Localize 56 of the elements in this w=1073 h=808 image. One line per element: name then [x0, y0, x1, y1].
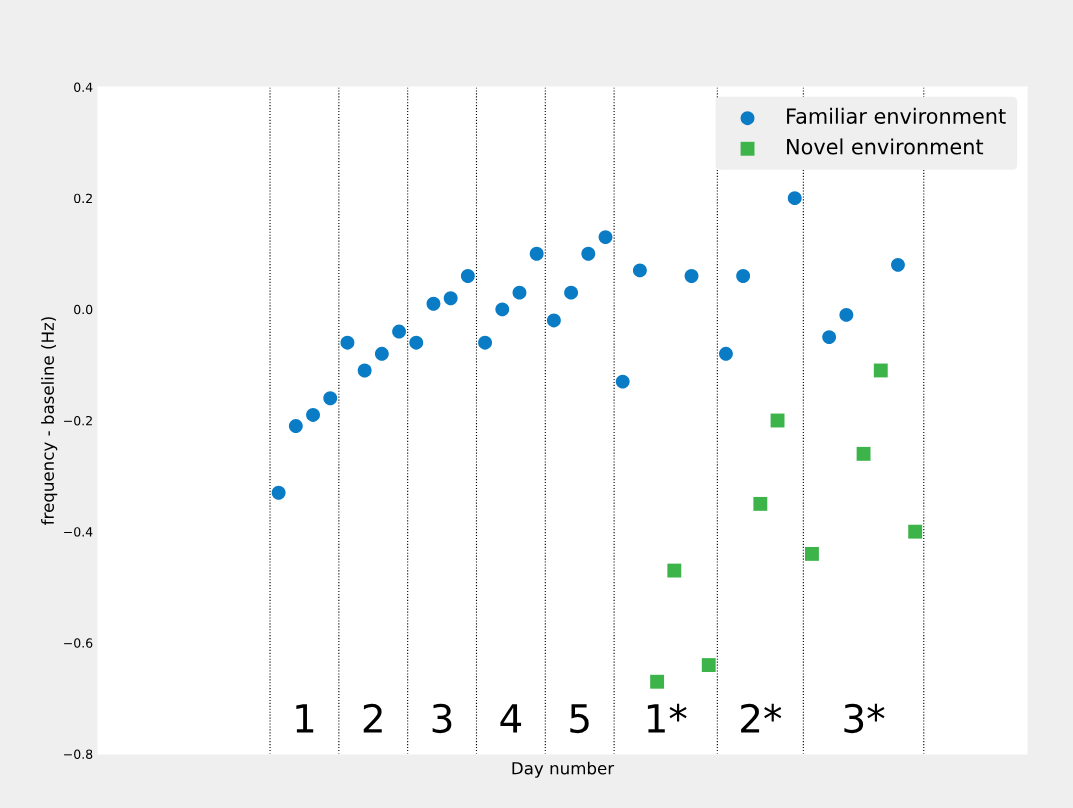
point: [581, 246, 596, 261]
point: [392, 324, 407, 339]
y-tick-label: −0.8: [64, 749, 93, 759]
point: [443, 291, 458, 306]
annotation: 3: [432, 703, 452, 734]
point: [409, 335, 424, 350]
point: [839, 307, 854, 322]
point: [512, 285, 527, 300]
point: [891, 257, 905, 272]
point: [822, 330, 837, 345]
point: [632, 263, 647, 278]
annotation: 5: [570, 704, 589, 734]
point: [718, 346, 733, 361]
y-tick-label: −0.2: [64, 415, 92, 426]
point: [787, 191, 802, 206]
point: [701, 658, 716, 673]
annotation: 2: [363, 703, 382, 733]
point: [615, 374, 630, 389]
point: [908, 524, 923, 539]
y-tick-label: 0.2: [74, 193, 92, 204]
annotation: 4: [500, 704, 522, 733]
annotation: 1: [296, 704, 314, 733]
x-axis-title: Day number: [512, 761, 615, 778]
point: [495, 302, 510, 317]
point: [873, 363, 888, 378]
annotation: 2*: [741, 703, 782, 733]
point: [805, 546, 819, 561]
point: [426, 296, 441, 311]
point: [546, 313, 561, 328]
point: [306, 408, 320, 422]
point: [271, 485, 286, 500]
y-axis-title: frequency - baseline (Hz): [41, 317, 58, 525]
point: [684, 269, 699, 283]
point: [478, 335, 493, 350]
point: [667, 563, 682, 578]
y-tick-label: 0.4: [74, 82, 93, 92]
point: [340, 335, 355, 350]
point: [598, 230, 613, 245]
point: [736, 269, 751, 283]
point: [357, 363, 372, 378]
annotation: 1*: [647, 703, 687, 733]
legend-label: Novel environment: [787, 138, 984, 155]
point: [460, 269, 475, 283]
point: [564, 285, 579, 300]
point: [529, 246, 544, 261]
point: [753, 496, 768, 511]
annotation: 3*: [844, 703, 885, 734]
point: [323, 391, 338, 406]
point: [374, 346, 389, 361]
y-tick-label: 0.0: [74, 304, 93, 315]
point: [650, 674, 665, 689]
legend-label: Familiar environment: [787, 107, 1006, 124]
point: [856, 446, 871, 461]
point: [288, 419, 303, 433]
y-tick-label: −0.4: [64, 527, 93, 537]
y-tick-label: −0.6: [64, 638, 93, 648]
